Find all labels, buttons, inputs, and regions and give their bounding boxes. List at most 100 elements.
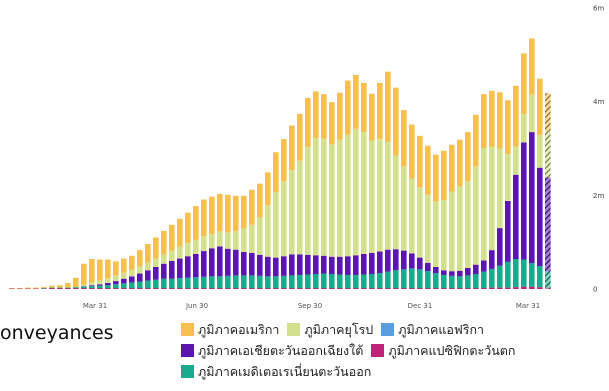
bar-segment [385, 71, 391, 142]
bar-segment [273, 192, 279, 258]
bar-segment [305, 254, 311, 275]
bar-segment [217, 193, 223, 232]
bar-segment [177, 246, 183, 259]
bar-segment [537, 266, 543, 288]
bar-segment [233, 249, 239, 276]
bar-segment [105, 259, 111, 279]
bar-segment [185, 256, 191, 278]
bar-segment [481, 288, 487, 289]
bar-segment [121, 278, 127, 284]
bar-segment [393, 270, 399, 289]
bar-segment [425, 288, 431, 289]
bar-segment [465, 132, 471, 182]
bar-segment [505, 154, 511, 201]
bar-segment [273, 288, 279, 289]
bar-segment [57, 288, 63, 289]
bar-segment [321, 255, 327, 274]
y-axis: 0 2m 4m 6m [593, 5, 604, 294]
bar-segment [233, 195, 239, 231]
bar-segment [249, 189, 255, 225]
bar-segment [137, 288, 143, 289]
bar-segment [393, 288, 399, 289]
bar-segment [417, 257, 423, 270]
legend-item[interactable]: ภูมิภาคแอฟริกา [381, 320, 484, 340]
bar-segment [113, 288, 119, 289]
legend-item[interactable]: ภูมิภาคยุโรป [287, 320, 373, 340]
legend-label: ภูมิภาคแอฟริกา [398, 321, 485, 337]
y-tick-label: 2m [593, 192, 604, 200]
legend-swatch [181, 344, 194, 357]
bar-segment [273, 257, 279, 277]
bar-segment [129, 282, 135, 289]
bar-segment [521, 142, 527, 260]
bar-segment [289, 170, 295, 255]
bar-segment [401, 166, 407, 251]
bar-segment [201, 199, 207, 237]
bar-segment [393, 155, 399, 250]
bar-segment [497, 228, 503, 266]
bar-segment [433, 266, 439, 274]
bar-segment [449, 144, 455, 192]
legend-label: ภูมิภาคแปซิฟิกตะวันตก [388, 342, 516, 358]
bar-segment [481, 94, 487, 149]
bar-segment [513, 174, 519, 260]
bar-segment [489, 287, 495, 290]
bar-segment [265, 172, 271, 206]
bar-segment [185, 243, 191, 257]
bar-segment [361, 82, 367, 133]
bar-segment [257, 254, 263, 276]
bar-segment [329, 102, 335, 145]
bar-segment [225, 194, 231, 233]
bar-segment [457, 276, 463, 289]
bar-segment [89, 285, 95, 287]
bar-segment [473, 264, 479, 275]
bar-segment [121, 272, 127, 279]
bar-segment [201, 288, 207, 289]
bar-segment [321, 273, 327, 289]
bar-segment [377, 139, 383, 252]
legend-item[interactable]: ภูมิภาคเอเชียตะวันออกเฉียงใต้ [181, 341, 363, 361]
bar-segment [73, 277, 79, 288]
bar-segment [313, 274, 319, 289]
bar-segment [169, 224, 175, 251]
bar-segment [465, 181, 471, 268]
bar-segment [89, 259, 95, 283]
legend: ภูมิภาคอเมริกา ภูมิภาคยุโรป ภูมิภาคแอฟริกา… [181, 319, 601, 382]
bar-segment [409, 268, 415, 289]
bar-segment [217, 231, 223, 247]
bar-segment [337, 274, 343, 289]
bar-segment [537, 167, 543, 267]
bar-segment [441, 200, 447, 271]
bar-segment [465, 288, 471, 289]
bar-segment [97, 288, 103, 289]
bar-segment [97, 259, 103, 281]
legend-item[interactable]: ภูมิภาคเมดิเตอเรเนี่ยนตะวันออก [181, 362, 371, 382]
bar-segment [161, 263, 167, 279]
bar-segment [89, 288, 95, 289]
legend-item[interactable]: ภูมิภาคแปซิฟิกตะวันตก [371, 341, 515, 361]
bar-segment [281, 275, 287, 289]
bar-segment [161, 288, 167, 289]
bar-segment [281, 139, 287, 182]
bar-segment [25, 287, 31, 289]
legend-row: ภูมิภาคเมดิเตอเรเนี่ยนตะวันออก [181, 361, 601, 382]
bar-segment [473, 114, 479, 167]
bar-segment [145, 288, 151, 289]
bar-segment [401, 110, 407, 167]
bar-segment [297, 113, 303, 161]
bar-segment [353, 128, 359, 256]
bar-segment [145, 244, 151, 263]
bar-segment [225, 232, 231, 249]
bar-segment [217, 276, 223, 289]
bar-segment [489, 90, 495, 148]
bar-segment [465, 267, 471, 276]
bar-segment [297, 274, 303, 289]
bar-segment [409, 124, 415, 179]
bar-segment [361, 288, 367, 289]
bar-segment [241, 288, 247, 289]
bar-segment [225, 248, 231, 276]
legend-item[interactable]: ภูมิภาคอเมริกา [181, 320, 279, 340]
bar-segment [177, 278, 183, 289]
bar-segment [537, 78, 543, 135]
bar-segment [217, 288, 223, 289]
